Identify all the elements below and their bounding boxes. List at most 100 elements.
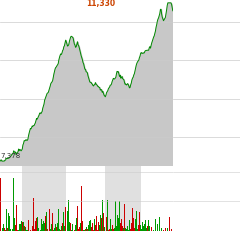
Bar [156,213,157,231]
Bar [101,218,102,231]
Bar [35,221,36,231]
Bar [9,216,10,231]
Bar [120,223,121,231]
Bar [135,219,136,231]
Bar [60,230,61,231]
Bar [109,229,110,231]
Bar [140,225,141,231]
Bar [63,212,64,231]
Bar [150,221,151,231]
Bar [116,226,117,231]
Bar [133,218,134,231]
Bar [87,229,88,231]
Bar [4,228,5,231]
Bar [71,230,72,231]
Bar [56,228,57,231]
Text: 7,378: 7,378 [1,153,21,159]
Bar [75,225,76,231]
Bar [111,229,112,231]
Bar [137,229,138,231]
Bar [10,229,11,231]
Bar [62,223,63,231]
Bar [99,225,100,231]
Bar [64,226,65,231]
Bar [97,230,98,231]
Bar [151,227,152,231]
Bar [23,166,66,231]
Bar [165,228,166,231]
Bar [105,166,141,231]
Bar [146,228,147,231]
Bar [107,200,108,231]
Bar [74,230,75,231]
Bar [144,224,145,231]
Bar [20,224,21,231]
Bar [53,230,54,231]
Bar [132,209,133,231]
Bar [3,224,4,231]
Bar [98,222,99,231]
Bar [92,223,93,231]
Bar [78,229,79,231]
Bar [119,201,120,231]
Bar [90,220,91,231]
Bar [38,228,39,231]
Bar [167,228,168,231]
Bar [55,224,56,231]
Bar [24,226,25,231]
Bar [65,207,66,231]
Bar [0,178,1,231]
Bar [40,230,41,231]
Bar [72,224,73,231]
Bar [45,216,46,231]
Bar [162,205,163,231]
Bar [32,226,33,231]
Bar [123,228,124,231]
Bar [157,224,158,231]
Bar [41,219,42,231]
Bar [81,186,82,231]
Bar [79,227,80,231]
Bar [95,225,96,231]
Bar [171,229,172,231]
Bar [89,221,90,231]
Bar [69,222,70,231]
Bar [16,205,17,231]
Bar [49,209,50,231]
Bar [163,230,164,231]
Bar [50,229,51,231]
Bar [8,213,9,231]
Bar [134,228,135,231]
Bar [19,224,20,231]
Bar [46,212,47,231]
Text: 11,330: 11,330 [86,0,115,8]
Bar [42,225,43,231]
Bar [18,230,19,231]
Bar [52,213,53,231]
Bar [126,229,127,231]
Bar [170,222,171,231]
Bar [43,221,44,231]
Bar [28,221,29,231]
Bar [164,225,165,231]
Bar [84,230,85,231]
Bar [21,221,22,231]
Bar [131,223,132,231]
Bar [128,230,129,231]
Bar [122,226,123,231]
Bar [152,225,153,231]
Bar [83,230,84,231]
Bar [141,229,142,231]
Bar [158,219,159,231]
Bar [6,209,7,231]
Bar [47,229,48,231]
Bar [86,227,87,231]
Bar [34,229,35,231]
Bar [102,200,103,231]
Bar [104,227,105,231]
Bar [117,216,118,231]
Bar [125,228,126,231]
Bar [30,230,31,231]
Bar [67,211,68,231]
Bar [36,218,37,231]
